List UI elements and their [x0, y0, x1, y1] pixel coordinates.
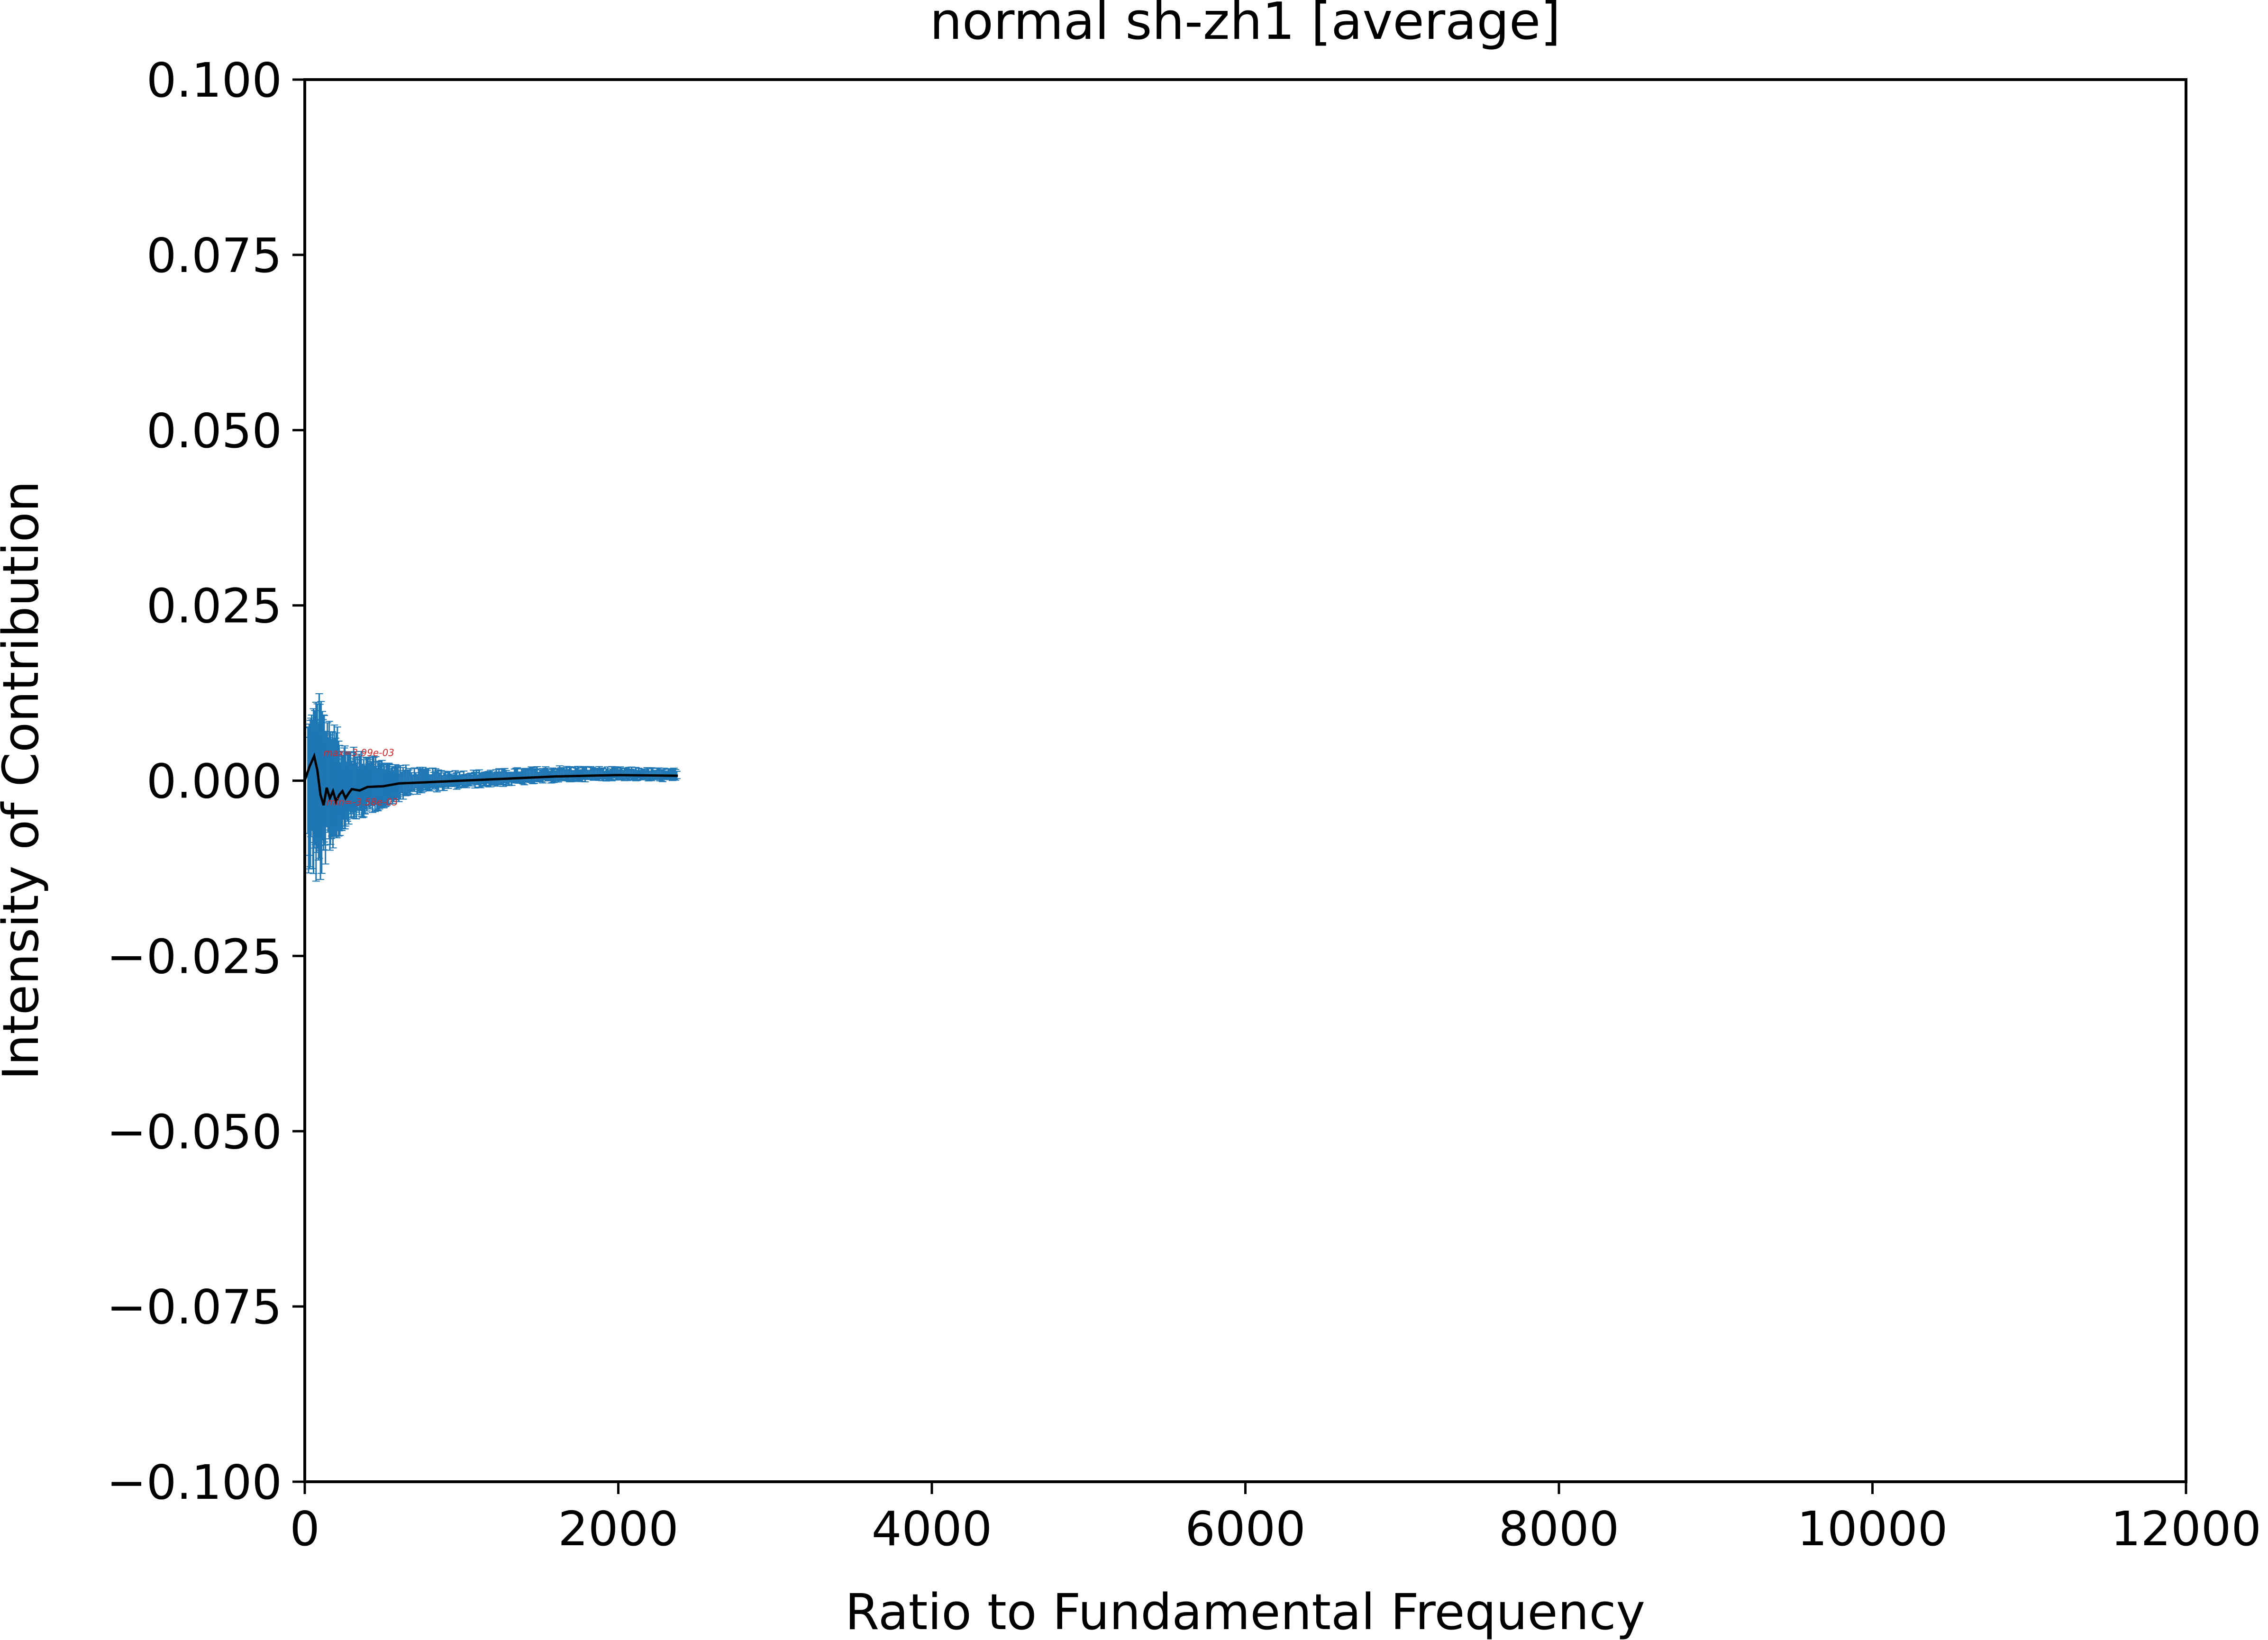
y-tick-label: 0.025	[146, 579, 282, 634]
plot-clip-group	[305, 693, 681, 882]
x-tick-label: 0	[290, 1501, 320, 1557]
x-tick-label: 10000	[1797, 1501, 1948, 1557]
mean-line	[305, 752, 678, 806]
y-tick-label: −0.050	[107, 1104, 282, 1160]
y-tick-label: 0.100	[146, 53, 282, 108]
y-tick-label: 0.075	[146, 228, 282, 283]
y-tick-label: 0.050	[146, 403, 282, 459]
x-tick-label: 4000	[872, 1501, 993, 1557]
x-tick-label: 8000	[1499, 1501, 1620, 1557]
x-axis: 0 2000 4000 6000 8000 10000 12000	[290, 1482, 2261, 1557]
y-axis-label: Intensity of Contribution	[0, 481, 50, 1080]
y-tick-label: −0.100	[107, 1455, 282, 1510]
annotation-label: min=-3.58e-03	[327, 796, 398, 807]
x-tick-label: 6000	[1185, 1501, 1306, 1557]
y-tick-label: 0.000	[146, 754, 282, 809]
annotations: max=3.99e-03 min=-3.58e-03	[323, 747, 398, 808]
y-axis: −0.100 −0.075 −0.050 −0.025 0.000 0.025 0.050 0…	[107, 53, 305, 1510]
x-axis-label: Ratio to Fundamental Frequency	[845, 1583, 1645, 1640]
y-tick-label: −0.075	[107, 1279, 282, 1335]
chart-title: normal sh-zh1 [average]	[929, 0, 1560, 51]
error-bars	[305, 693, 681, 882]
y-tick-label: −0.025	[107, 929, 282, 984]
x-tick-label: 12000	[2111, 1501, 2261, 1557]
x-tick-label: 2000	[558, 1501, 679, 1557]
annotation-label: max=3.99e-03	[323, 747, 394, 759]
